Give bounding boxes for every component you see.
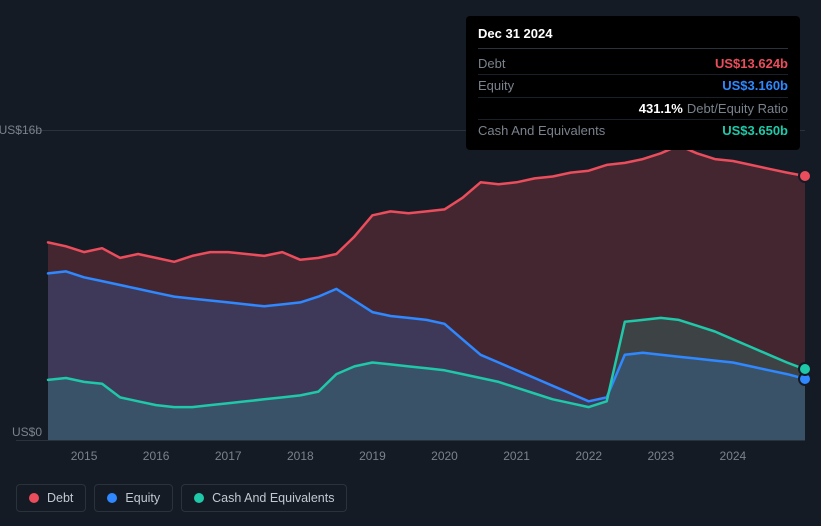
tooltip-debt-value: US$13.624b <box>715 54 788 74</box>
end-dot-cash <box>798 362 812 376</box>
tooltip-debt-label: Debt <box>478 54 505 74</box>
legend-label-equity: Equity <box>125 491 160 505</box>
tooltip-ratio-label: Debt/Equity Ratio <box>687 101 788 116</box>
tooltip-equity-label: Equity <box>478 76 514 96</box>
tooltip-ratio: 431.1% Debt/Equity Ratio <box>639 99 788 119</box>
legend-label-debt: Debt <box>47 491 73 505</box>
financial-history-chart: US$16b US$0 2015201620172018201920202021… <box>0 0 821 526</box>
legend-swatch-cash <box>194 493 204 503</box>
legend-label-cash: Cash And Equivalents <box>212 491 334 505</box>
legend-swatch-debt <box>29 493 39 503</box>
legend-swatch-equity <box>107 493 117 503</box>
tooltip-ratio-value: 431.1% <box>639 101 683 116</box>
end-dot-debt <box>798 169 812 183</box>
legend-item-equity[interactable]: Equity <box>94 484 173 512</box>
tooltip-date: Dec 31 2024 <box>478 24 788 49</box>
chart-legend: Debt Equity Cash And Equivalents <box>16 484 347 512</box>
tooltip-equity-value: US$3.160b <box>722 76 788 96</box>
legend-item-debt[interactable]: Debt <box>16 484 86 512</box>
chart-tooltip: Dec 31 2024 Debt US$13.624b Equity US$3.… <box>466 16 800 150</box>
legend-item-cash[interactable]: Cash And Equivalents <box>181 484 347 512</box>
tooltip-cash-value: US$3.650b <box>722 121 788 141</box>
tooltip-cash-label: Cash And Equivalents <box>478 121 605 141</box>
